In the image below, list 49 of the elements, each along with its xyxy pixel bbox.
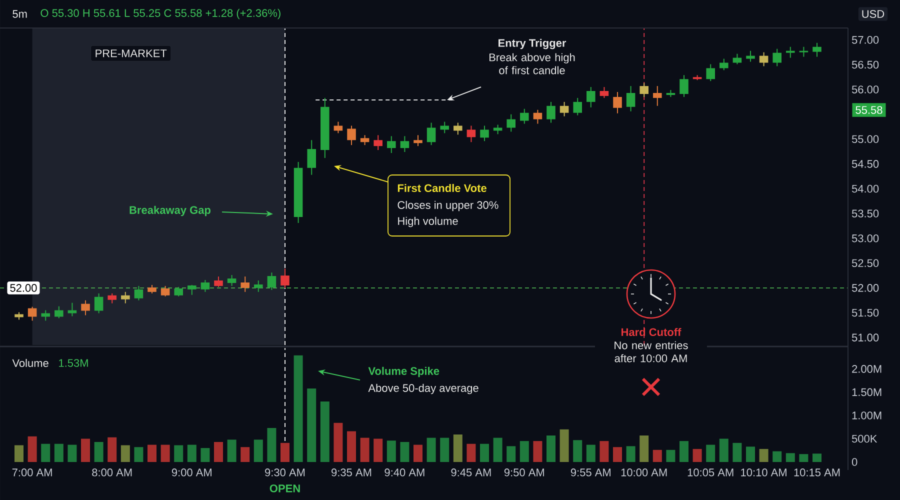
y-tick-label: 52.00 bbox=[852, 284, 879, 292]
y-tick-label: 1.50M bbox=[852, 388, 882, 396]
text: 1.53M bbox=[59, 359, 88, 367]
annotation: High volume bbox=[398, 216, 458, 228]
x-tick-label: 9:55 AM bbox=[570, 468, 610, 476]
ref-line-label: 52.00 bbox=[10, 284, 37, 292]
x-tick-label: 10:05 AM bbox=[688, 468, 734, 476]
annotation: Entry Trigger bbox=[498, 38, 566, 50]
x-tick-label: 9:35 AM bbox=[332, 468, 372, 476]
y-tick-label: 51.50 bbox=[852, 308, 879, 317]
x-tick-label: 9:45 AM bbox=[451, 468, 491, 476]
annotation: Closes in upper 30% bbox=[398, 200, 498, 212]
x-tick-label: 9:30 AM bbox=[265, 468, 305, 476]
annotation: Volume Spike bbox=[368, 366, 440, 378]
y-tick-label: 2.00M bbox=[852, 365, 882, 373]
x-tick-label: 9:40 AM bbox=[384, 468, 424, 476]
x-tick-label: 8:00 AM bbox=[92, 468, 132, 476]
chart-title: 5m bbox=[12, 10, 27, 18]
text: Volume bbox=[12, 358, 48, 368]
annotation: Break above high of first candle bbox=[489, 53, 575, 74]
x-tick-label: 7:00 AM bbox=[12, 468, 52, 476]
x-tick-label: 9:50 AM bbox=[504, 468, 544, 476]
y-tick-label: 52.50 bbox=[852, 259, 879, 268]
annotation: First Candle Vote bbox=[398, 184, 486, 192]
text: 55.58 bbox=[856, 106, 882, 114]
band-label: PRE-MARKET bbox=[96, 50, 167, 58]
x-tick-label: 10:15 AM bbox=[794, 468, 840, 476]
annotation: Above 50-day average bbox=[368, 384, 478, 394]
y-tick-label: 0 bbox=[852, 458, 858, 466]
y-tick-label: 54.00 bbox=[852, 184, 879, 193]
annotation: Hard Cutoff bbox=[621, 328, 682, 336]
y-tick-label: 56.50 bbox=[852, 60, 879, 69]
annotation: No new entries after 10:00 AM bbox=[614, 341, 688, 362]
y-tick-label: 55.00 bbox=[852, 135, 879, 144]
chart-subtitle: O 55.30 H 55.61 L 55.25 C 55.58 +1.28 (+2.36%) bbox=[40, 8, 280, 20]
y-tick-label: 51.00 bbox=[852, 334, 879, 342]
ref-line-label: OPEN bbox=[270, 484, 300, 492]
y-tick-label: 53.00 bbox=[852, 234, 879, 242]
y-tick-label: 54.50 bbox=[852, 160, 879, 168]
annotation: Breakaway Gap bbox=[130, 206, 210, 216]
x-tick-label: 10:10 AM bbox=[741, 468, 786, 476]
x-tick-label: 9:00 AM bbox=[172, 468, 212, 476]
y-tick-label: 1.00M bbox=[852, 412, 882, 420]
x-tick-label: 10:00 AM bbox=[621, 468, 667, 476]
y-axis-title: USD bbox=[862, 10, 884, 18]
y-tick-label: 500K bbox=[852, 434, 878, 443]
y-tick-label: 56.00 bbox=[852, 86, 879, 94]
y-tick-label: 57.00 bbox=[852, 36, 879, 44]
y-tick-label: 53.50 bbox=[852, 210, 879, 218]
